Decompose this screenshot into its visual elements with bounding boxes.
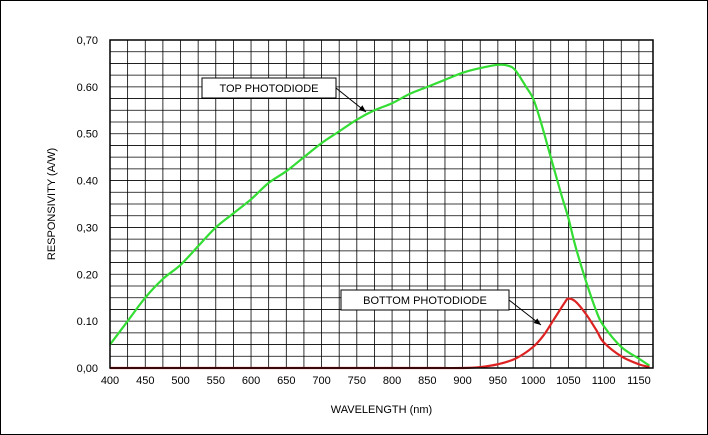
x-tick-label: 500: [171, 375, 189, 387]
x-tick-label: 700: [312, 375, 330, 387]
annotation-bottom-photodiode-text: BOTTOM PHOTODIODE: [363, 295, 487, 307]
y-tick-label: 0.50: [77, 129, 98, 141]
x-tick-label: 1000: [521, 375, 545, 387]
y-tick-label: 0.20: [77, 269, 98, 281]
annotation-top-photodiode-text: TOP PHOTODIODE: [219, 83, 318, 95]
x-tick-label: 750: [348, 375, 366, 387]
x-axis-title: WAVELENGTH (nm): [331, 404, 432, 416]
y-tick-labels: 0,00 0.10 0.20 0,30 0.40 0.50 0.60 0,70: [77, 35, 98, 375]
y-tick-label: 0,70: [77, 35, 98, 47]
annotation-bottom-photodiode-arrowhead: [533, 318, 541, 325]
annotation-top-photodiode-arrowhead: [358, 105, 366, 112]
x-tick-label: 650: [277, 375, 295, 387]
x-tick-label: 900: [453, 375, 471, 387]
x-tick-label: 600: [242, 375, 260, 387]
y-tick-label: 0.10: [77, 316, 98, 328]
grid: [109, 39, 653, 369]
x-tick-label: 550: [207, 375, 225, 387]
x-tick-label: 1100: [592, 375, 616, 387]
x-tick-label: 450: [136, 375, 154, 387]
x-tick-labels: 400 450 500 550 600 650 700 750 800 850 900 950 1000…: [101, 375, 651, 387]
annotation-top-photodiode: TOP PHOTODIODE: [201, 77, 367, 113]
annotations: TOP PHOTODIODE BOTTOM PHOTODIODE: [201, 77, 542, 326]
annotation-bottom-photodiode: BOTTOM PHOTODIODE: [340, 289, 542, 326]
x-tick-label: 400: [101, 375, 119, 387]
plot-border: [109, 39, 654, 369]
x-tick-label: 800: [383, 375, 401, 387]
y-tick-label: 0,00: [77, 363, 98, 375]
x-tick-label: 850: [418, 375, 436, 387]
x-tick-label: 1150: [627, 375, 651, 387]
y-axis-title: RESPONSIVITY (A/W): [46, 148, 58, 260]
y-tick-label: 0.60: [77, 82, 98, 94]
x-tick-label: 950: [489, 375, 507, 387]
y-tick-label: 0.40: [77, 176, 98, 188]
series-top-photodiode-line: [109, 63, 651, 367]
x-tick-label: 1050: [556, 375, 580, 387]
y-tick-label: 0,30: [77, 222, 98, 234]
